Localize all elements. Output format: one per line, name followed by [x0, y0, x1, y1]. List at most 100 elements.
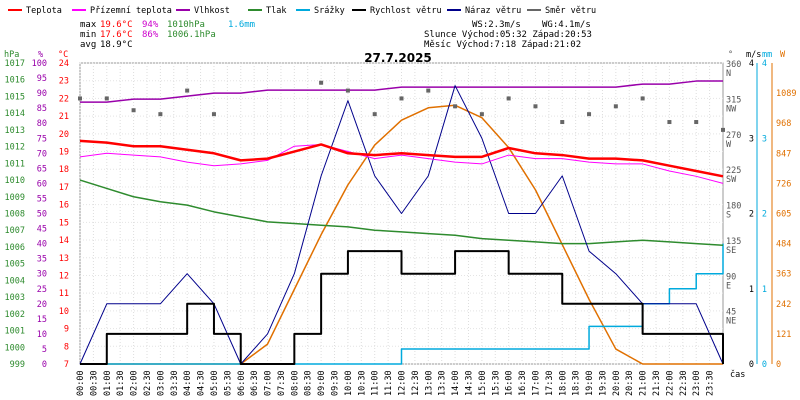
hpa-tick-label: 1007: [5, 226, 25, 236]
grid: [79, 62, 724, 365]
ms-tick-label: 1: [749, 285, 754, 295]
legend-label-feels: Přízemní teplota: [90, 6, 172, 16]
stat-sun: Slunce Východ:05:32 Západ:20:53: [424, 30, 592, 40]
stat-min-press: 1006.1hPa: [167, 30, 216, 40]
dir-tick-deg: 225: [726, 166, 741, 176]
pct-tick-label: 60: [37, 179, 47, 189]
time-tick-label: 11:30: [384, 370, 394, 396]
time-tick-label: 03:00: [156, 370, 166, 396]
pct-tick-label: 15: [37, 315, 47, 325]
time-tick-label: 18:00: [558, 370, 568, 396]
dir-tick-name: N: [726, 69, 731, 79]
pct-tick-label: 10: [37, 330, 47, 340]
pct-tick-label: 90: [37, 89, 47, 99]
hpa-tick-label: 1016: [5, 76, 25, 86]
stat-wg: WG:4.1m/s: [542, 20, 591, 30]
hpa-tick-label: 1005: [5, 260, 25, 270]
winddir-point: [453, 104, 458, 109]
mm-unit-label: mm: [762, 50, 772, 60]
hpa-tick-label: 1008: [5, 210, 25, 220]
winddir-point: [640, 96, 645, 101]
legend-label-rain: Srážky: [314, 6, 345, 16]
c-tick-label: 23: [59, 77, 69, 87]
dir-tick-name: E: [726, 281, 731, 291]
gust-line: [79, 85, 724, 365]
ms-tick-label: 4: [749, 59, 754, 69]
pct-tick-label: 65: [37, 164, 47, 174]
mm-tick-label: 1: [762, 285, 767, 295]
w-tick-label: 1089: [776, 89, 796, 99]
winddir-point: [399, 96, 404, 101]
stat-min-hum: 86%: [142, 30, 159, 40]
dir-tick-deg: 360: [726, 60, 741, 70]
stat-max-press: 1010hPa: [167, 20, 205, 30]
c-tick-label: 20: [59, 130, 69, 140]
mm-tick-label: 0: [762, 360, 767, 370]
pct-tick-label: 70: [37, 149, 47, 159]
ms-tick-label: 0: [749, 360, 754, 370]
legend: Teplota Přízemní teplota Vlhkost Tlak Srážky…: [8, 6, 596, 16]
stat-avg-label: avg: [80, 40, 96, 50]
ms-unit-label: m/s: [746, 50, 761, 60]
pct-tick-label: 40: [37, 240, 47, 250]
chart-title: 27.7.2025: [364, 51, 432, 65]
c-tick-label: 22: [59, 94, 69, 104]
legend-label-wind: Rychlost větru: [370, 6, 442, 16]
winddir-point: [158, 112, 163, 117]
pct-tick-label: 20: [37, 300, 47, 310]
w-tick-label: 847: [776, 149, 791, 159]
stats-block: max 19.6°C 94% 1010hPa 1.6mm min 17.6°C …: [80, 20, 592, 50]
time-tick-label: 20:30: [625, 370, 635, 396]
dir-tick-deg: 90: [726, 272, 736, 282]
c-tick-label: 18: [59, 165, 69, 175]
wind-line: [80, 250, 724, 365]
hpa-tick-label: 1014: [5, 109, 25, 119]
pct-tick-label: 0: [42, 360, 47, 370]
time-tick-label: 15:30: [491, 370, 501, 396]
stat-ws: WS:2.3m/s: [472, 20, 521, 30]
time-tick-label: 06:30: [250, 370, 260, 396]
winddir-point: [560, 120, 565, 125]
dir-tick-deg: 270: [726, 131, 741, 141]
time-tick-label: 07:00: [264, 370, 274, 396]
time-tick-label: 23:00: [692, 370, 702, 396]
time-tick-label: 07:30: [277, 370, 287, 396]
time-tick-label: 09:30: [331, 370, 341, 396]
time-tick-label: 05:30: [223, 370, 233, 396]
pct-tick-label: 30: [37, 270, 47, 280]
time-tick-label: 13:30: [438, 370, 448, 396]
stat-avg-temp: 18.9°C: [100, 40, 133, 50]
hpa-tick-label: 999: [10, 360, 25, 370]
c-tick-label: 10: [59, 307, 69, 317]
stat-min-temp: 17.6°C: [100, 30, 133, 40]
pct-tick-label: 85: [37, 104, 47, 114]
w-tick-label: 484: [776, 240, 791, 250]
legend-label-temp: Teplota: [26, 6, 62, 16]
time-tick-label: 10:30: [357, 370, 367, 396]
time-tick-label: 20:00: [612, 370, 622, 396]
pct-tick-label: 75: [37, 134, 47, 144]
time-tick-label: 18:30: [572, 370, 582, 396]
hpa-tick-label: 1011: [5, 159, 25, 169]
time-tick-label: 16:00: [505, 370, 515, 396]
hpa-tick-label: 1015: [5, 92, 25, 102]
time-tick-label: 22:00: [665, 370, 675, 396]
c-tick-label: 16: [59, 201, 69, 211]
c-tick-label: 13: [59, 254, 69, 264]
winddir-point: [426, 88, 431, 93]
winddir-point: [185, 88, 190, 93]
time-tick-label: 17:00: [531, 370, 541, 396]
w-unit-label: W: [780, 50, 786, 60]
w-tick-label: 968: [776, 119, 791, 129]
time-tick-label: 15:00: [478, 370, 488, 396]
c-tick-label: 17: [59, 183, 69, 193]
stat-max-label: max: [80, 20, 97, 30]
dir-tick-name: SE: [726, 246, 736, 256]
dir-tick-deg: 45: [726, 308, 736, 318]
time-tick-label: 10:00: [344, 370, 354, 396]
hpa-tick-label: 1000: [5, 343, 25, 353]
time-tick-label: 16:30: [518, 370, 528, 396]
time-tick-label: 08:00: [290, 370, 300, 396]
dir-tick-name: W: [726, 140, 732, 150]
w-tick-label: 605: [776, 210, 791, 220]
